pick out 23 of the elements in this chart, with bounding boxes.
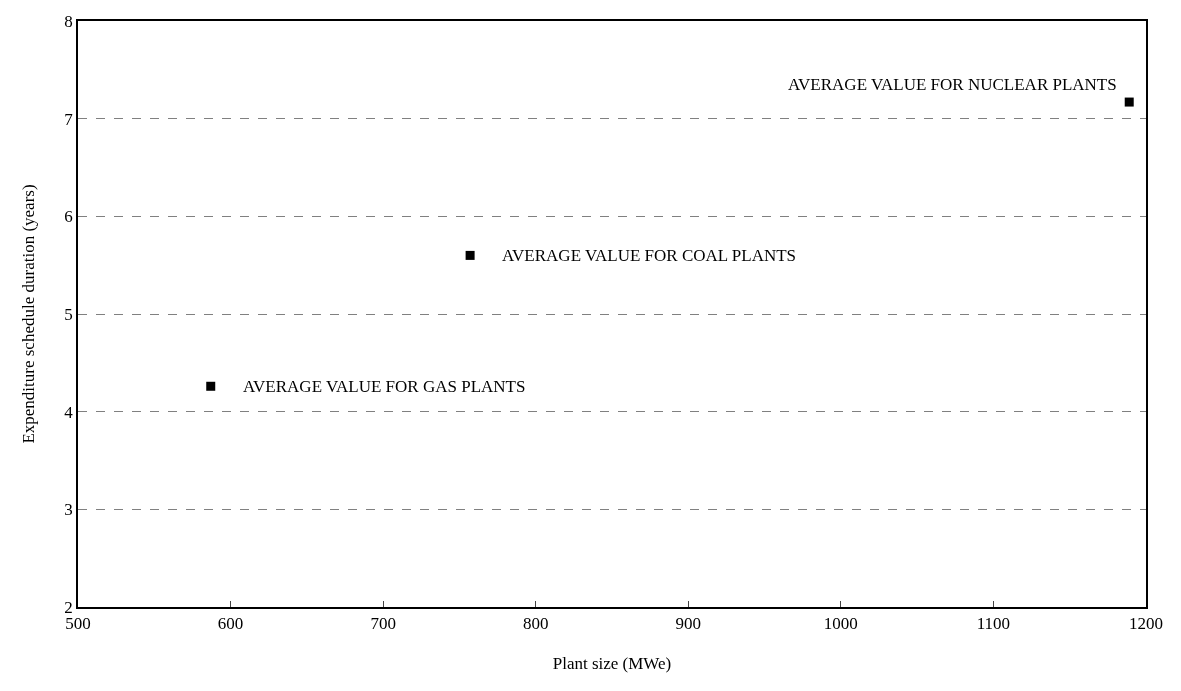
x-tick-label: 1200 [1129,614,1163,634]
point [1124,97,1134,107]
y-tick-label: 6 [64,207,73,227]
x-tick-label: 800 [522,614,549,634]
y-axis-title: Expenditure schedule duration (years) [18,184,38,444]
y-tick-label: 8 [64,11,73,31]
annotation: AVERAGE VALUE FOR COAL PLANTS [502,246,797,265]
point [206,381,216,391]
x-tick-label: 500 [65,614,91,634]
y-tick-label: 4 [64,402,74,422]
x-tick-label: 1100 [976,614,1011,634]
x-tick-label: 900 [675,614,702,634]
y-tick-label: 5 [64,304,73,324]
x-axis-title: Plant size (MWe) [552,653,672,673]
x-tick-label: 600 [217,614,244,634]
annotation: AVERAGE VALUE FOR NUCLEAR PLANTS [788,75,1117,94]
y-tick-label: 3 [64,500,73,520]
x-tick-label: 1000 [823,614,858,634]
x-tick-label: 700 [370,614,396,634]
y-tick-label: 7 [64,109,74,129]
point [465,250,475,260]
annotation: AVERAGE VALUE FOR GAS PLANTS [243,377,526,396]
y-tick-label: 2 [64,597,73,617]
